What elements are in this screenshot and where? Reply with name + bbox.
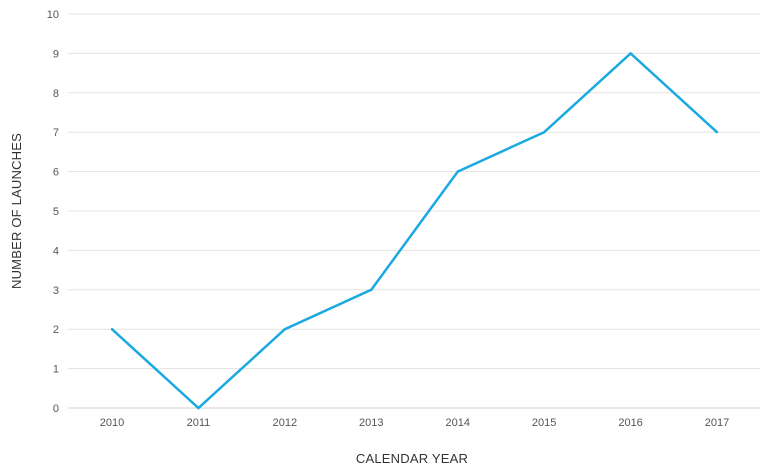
y-tick-label: 5 — [53, 206, 59, 218]
x-tick-label: 2013 — [359, 417, 383, 429]
data-point — [715, 131, 719, 134]
x-tick-label: 2010 — [100, 417, 124, 429]
data-point — [283, 328, 287, 331]
y-tick-label: 1 — [53, 364, 59, 376]
x-tick-label: 2012 — [273, 417, 297, 429]
data-point — [629, 52, 632, 55]
x-tick-label: 2017 — [705, 417, 729, 429]
x-tick-label: 2011 — [187, 417, 211, 429]
y-tick-label: 3 — [53, 285, 59, 297]
y-tick-label: 7 — [53, 127, 59, 139]
data-point — [456, 170, 459, 173]
data-point — [197, 406, 200, 410]
data-point — [370, 288, 373, 291]
series-line — [111, 51, 718, 410]
y-axis-ticks: 0 1 2 3 4 5 6 7 8 9 10 — [47, 9, 59, 415]
y-tick-label: 6 — [53, 167, 59, 179]
x-tick-label: 2014 — [445, 417, 469, 429]
y-tick-label: 8 — [53, 88, 59, 100]
data-point — [542, 131, 546, 134]
y-tick-label: 10 — [47, 9, 59, 21]
x-axis-title: CALENDAR YEAR — [356, 451, 468, 466]
y-tick-label: 4 — [53, 245, 59, 257]
data-point — [110, 328, 114, 331]
y-axis-title: NUMBER OF LAUNCHES — [9, 133, 24, 289]
x-tick-label: 2015 — [532, 417, 556, 429]
y-tick-label: 0 — [53, 403, 59, 415]
x-tick-label: 2016 — [618, 417, 642, 429]
y-tick-label: 2 — [53, 324, 59, 336]
grid-lines — [68, 13, 760, 409]
y-tick-label: 9 — [53, 48, 59, 60]
x-axis-ticks: 2010 2011 2012 2013 2014 2015 2016 2017 — [100, 417, 729, 429]
series-layer — [110, 51, 719, 410]
